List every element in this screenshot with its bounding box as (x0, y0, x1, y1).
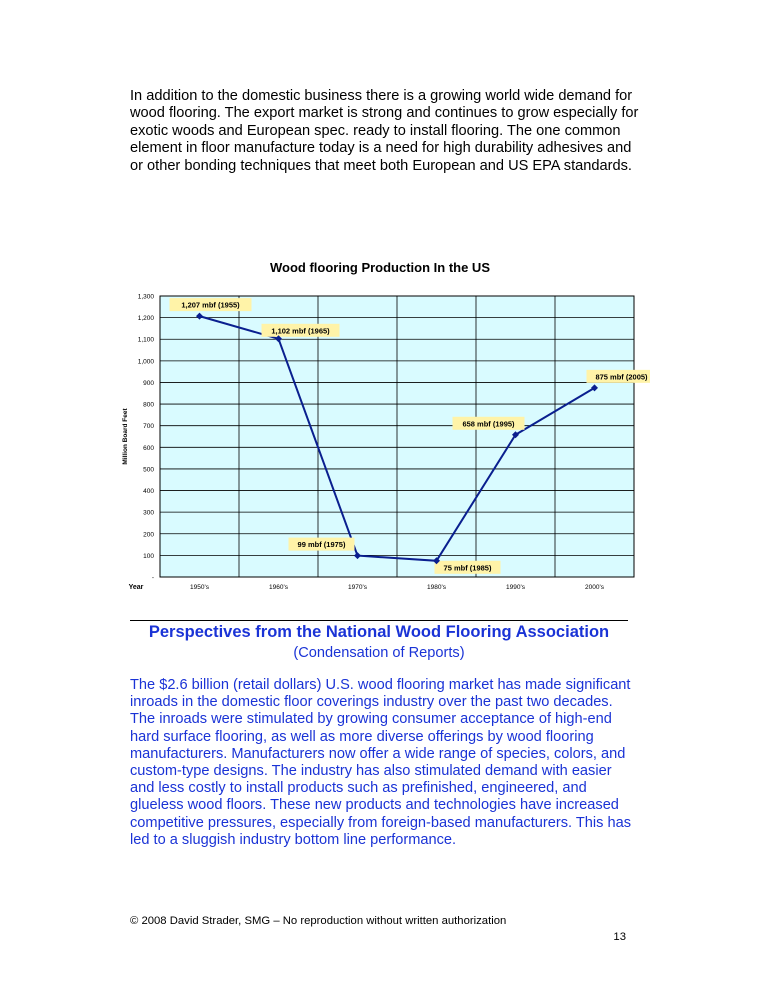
data-label: 99 mbf (1975) (298, 540, 346, 549)
section-body: The $2.6 billion (retail dollars) U.S. w… (130, 677, 635, 849)
data-point (196, 312, 203, 320)
y-tick-label: 200 (143, 531, 154, 538)
data-label-box (586, 369, 650, 383)
data-point (591, 384, 598, 392)
y-tick-label: 700 (143, 423, 154, 430)
data-label: 658 mbf (1995) (462, 419, 515, 428)
x-axis-label: Year (129, 584, 144, 591)
data-label: 1,102 mbf (1965) (271, 326, 330, 335)
y-tick-label: 300 (143, 510, 154, 517)
x-tick-label: 1980's (427, 584, 447, 591)
section-divider (130, 620, 628, 621)
data-label-box (261, 323, 340, 337)
y-tick-label: 900 (143, 380, 154, 387)
x-tick-label: 1950's (190, 584, 210, 591)
y-axis-label: Million Board Feet (122, 408, 129, 465)
data-point (512, 431, 519, 439)
x-tick-label: 2000's (585, 584, 605, 591)
page-number: 13 (613, 931, 626, 943)
y-tick-label: 600 (143, 445, 154, 452)
footer-copyright: © 2008 David Strader, SMG – No reproduct… (130, 915, 507, 927)
y-tick-label: 100 (143, 553, 154, 560)
x-tick-label: 1960's (269, 584, 289, 591)
chart-title: Wood flooring Production In the US (269, 260, 490, 275)
data-label: 75 mbf (1985) (444, 563, 492, 572)
data-point (275, 335, 282, 343)
x-tick-label: 1990's (506, 584, 526, 591)
y-tick-label: - (152, 575, 154, 582)
data-point (433, 557, 440, 565)
y-tick-label: 1,300 (138, 294, 155, 301)
intro-text: In addition to the domestic business the… (130, 88, 640, 175)
data-label-box (288, 537, 355, 551)
y-tick-label: 1,100 (138, 337, 155, 344)
x-tick-label: 1970's (348, 584, 368, 591)
y-tick-label: 400 (143, 488, 154, 495)
data-label-box (434, 560, 501, 574)
intro-paragraph: In addition to the domestic business the… (130, 88, 639, 174)
production-chart: - 100 200 300 400 500 600 700 800 900 1,000 1,100 1,… (110, 255, 650, 600)
data-label-box (169, 298, 252, 312)
chart-svg: - 100 200 300 400 500 600 700 800 900 1,000 1,100 1,… (122, 294, 650, 591)
y-tick-label: 800 (143, 402, 154, 409)
section-paragraph: The $2.6 billion (retail dollars) U.S. w… (130, 677, 632, 848)
data-label-box (452, 416, 525, 430)
y-tick-label: 1,200 (138, 315, 155, 322)
data-label: 875 mbf (2005) (595, 372, 648, 381)
section-subtitle: (Condensation of Reports) (293, 645, 465, 661)
y-tick-label: 500 (143, 466, 154, 473)
data-label: 1,207 mbf (1955) (181, 301, 240, 310)
data-point (354, 552, 361, 560)
y-tick-label: 1,000 (138, 358, 155, 365)
section-title: Perspectives from the National Wood Floo… (148, 623, 610, 641)
